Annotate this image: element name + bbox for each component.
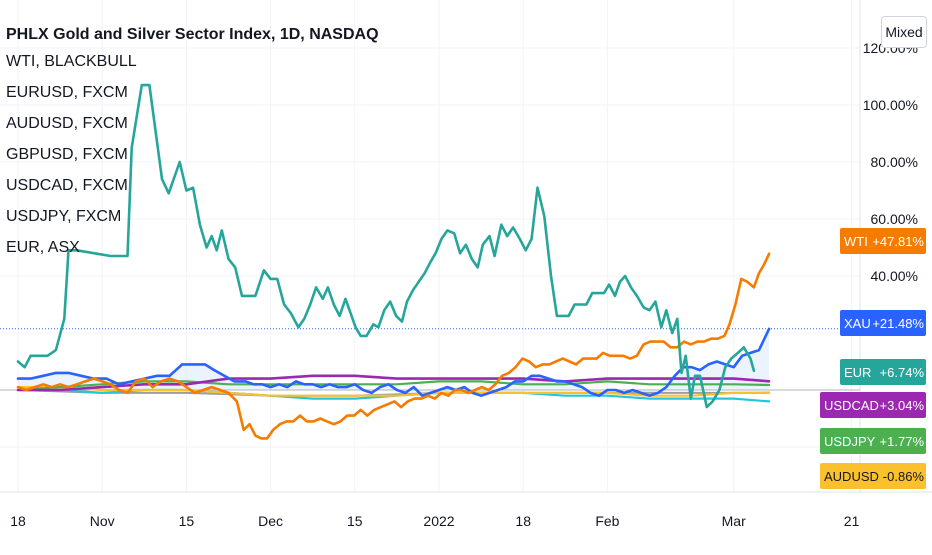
price-label-name-wti: WTI <box>844 234 868 249</box>
legend-item-audusd[interactable]: AUDUSD, FXCM <box>6 115 128 132</box>
series-line-usdjpy <box>16 380 771 392</box>
legend-item-eur[interactable]: EUR, ASX <box>6 239 80 256</box>
price-label-value-usdcad: +3.04% <box>880 398 925 413</box>
x-tick-label: 18 <box>10 513 26 529</box>
price-label-value-wti: +47.81% <box>872 234 924 249</box>
price-label-name-usdcad: USDCAD <box>824 398 879 413</box>
price-label-value-xau: +21.48% <box>872 316 924 331</box>
x-tick-label: 15 <box>179 513 195 529</box>
legend-item-wti[interactable]: WTI, BLACKBULL <box>6 53 137 70</box>
series-line-eurusd <box>17 389 771 397</box>
price-label-value-usdjpy: +1.77% <box>880 434 925 449</box>
series-line-eur <box>16 83 756 409</box>
price-label-bg-eur <box>840 359 926 385</box>
x-tick-label: Feb <box>595 513 619 529</box>
series-line-wti <box>16 252 771 440</box>
legend-item-eurusd[interactable]: EURUSD, FXCM <box>6 84 128 101</box>
x-tick-label: 15 <box>347 513 363 529</box>
y-tick-label: 80.00% <box>871 154 918 170</box>
price-label-name-audusd: AUDUSD <box>824 469 879 484</box>
legend-item-usdcad[interactable]: USDCAD, FXCM <box>6 177 128 194</box>
legend-item-gbpusd[interactable]: GBPUSD, FXCM <box>6 146 128 163</box>
price-label-bg-wti <box>840 228 926 254</box>
price-label-bg-usdjpy <box>820 428 926 454</box>
legend-item-usdjpy[interactable]: USDJPY, FXCM <box>6 208 122 225</box>
chart-legend: PHLX Gold and Silver Sector Index, 1D, N… <box>6 24 379 263</box>
x-tick-label: Dec <box>258 513 283 529</box>
series-line-xau <box>16 327 771 398</box>
price-label-name-eur: EUR <box>844 365 871 380</box>
price-label-bg-xau <box>840 310 926 336</box>
price-label-bg-audusd <box>820 463 926 489</box>
series-line-usdcad <box>16 374 771 392</box>
y-tick-label: 40.00% <box>871 268 918 284</box>
price-label-value-eur: +6.74% <box>880 365 925 380</box>
price-label-name-xau: XAU <box>844 316 871 331</box>
scale-mode-button[interactable]: Mixed <box>881 16 927 48</box>
x-tick-label: 2022 <box>423 513 454 529</box>
price-label-name-usdjpy: USDJPY <box>824 434 876 449</box>
y-tick-label: 60.00% <box>871 211 918 227</box>
x-tick-label: Mar <box>722 513 746 529</box>
x-tick-label: 18 <box>515 513 531 529</box>
chart-title: PHLX Gold and Silver Sector Index, 1D, N… <box>6 26 379 43</box>
y-tick-label: 100.00% <box>863 97 918 113</box>
price-label-bg-usdcad <box>820 392 926 418</box>
xau-area-fill <box>18 328 770 396</box>
price-label-value-audusd: -0.86% <box>883 469 925 484</box>
x-tick-label: 21 <box>844 513 860 529</box>
x-tick-label: Nov <box>90 513 115 529</box>
